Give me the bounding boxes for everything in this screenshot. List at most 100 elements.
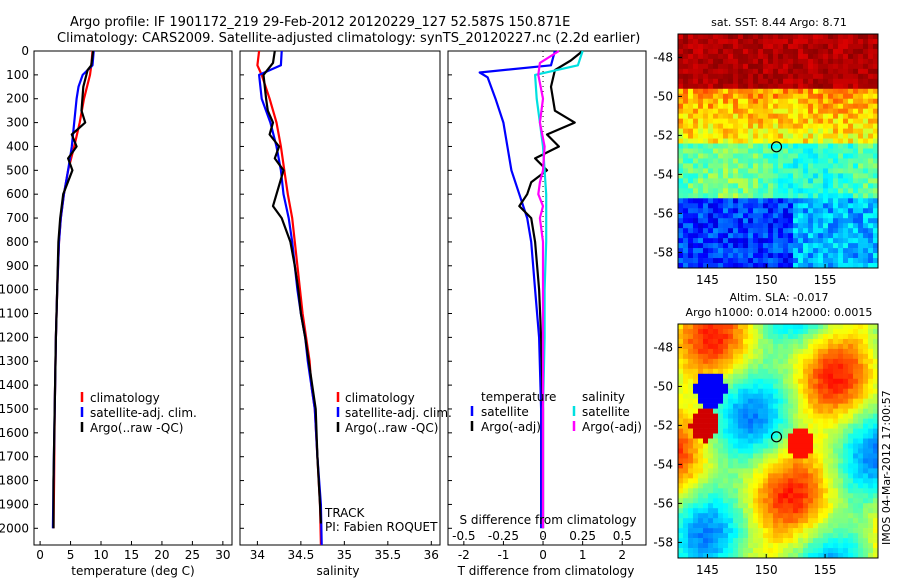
map-cell <box>853 163 859 169</box>
map-cell <box>703 403 709 409</box>
map-cell <box>738 243 744 249</box>
map-cell <box>853 223 859 229</box>
map-cell <box>723 398 729 404</box>
map-cell <box>873 263 879 269</box>
map-cell <box>833 133 839 139</box>
map-cell <box>828 388 834 394</box>
map-cell <box>693 383 699 390</box>
map-cell <box>688 78 694 85</box>
map-cell <box>848 148 854 154</box>
map-cell <box>858 223 864 229</box>
map-cell <box>778 183 784 189</box>
map-cell <box>693 203 699 209</box>
map-cell <box>828 508 834 514</box>
map-cell <box>713 324 719 330</box>
map-cell <box>683 543 689 549</box>
map-cell <box>703 228 709 234</box>
map-cell <box>708 503 714 509</box>
map-cell <box>783 393 789 399</box>
map-cell <box>798 233 804 239</box>
map-cell <box>863 413 869 419</box>
map-cell <box>783 493 789 499</box>
map-cell <box>783 193 789 199</box>
map-cell <box>758 368 764 375</box>
map-cell <box>823 93 829 100</box>
map-cell <box>778 363 784 370</box>
map-cell <box>763 503 769 509</box>
map-cell <box>788 338 794 345</box>
map-cell <box>743 403 749 409</box>
depth-tick-label: 1200 <box>0 330 29 344</box>
map-cell <box>833 128 839 134</box>
map-cell <box>693 38 699 45</box>
map-cell <box>763 48 769 55</box>
map-cell <box>738 493 744 499</box>
map-cell <box>683 418 689 424</box>
map-cell <box>798 338 804 345</box>
depth-tick-label: 1800 <box>0 474 29 488</box>
map-cell <box>828 128 834 134</box>
map-cell <box>728 468 734 474</box>
map-cell <box>863 448 869 454</box>
map-cell <box>733 133 739 139</box>
map-cell <box>683 68 689 75</box>
map-cell <box>743 324 749 330</box>
map-cell <box>758 518 764 524</box>
map-cell <box>853 183 859 189</box>
map-cell <box>838 233 844 239</box>
map-cell <box>868 333 874 340</box>
map-cell <box>778 348 784 355</box>
map-cell <box>808 168 814 174</box>
map-cell <box>783 378 789 385</box>
map-cell <box>773 533 779 539</box>
map-cell <box>773 418 779 424</box>
map-cell <box>833 138 839 144</box>
map-cell <box>708 138 714 144</box>
map-cell <box>813 408 819 414</box>
map-cell <box>848 353 854 360</box>
map-cell <box>828 368 834 375</box>
map-cell <box>728 243 734 249</box>
map-cell <box>718 163 724 169</box>
map-cell <box>773 58 779 65</box>
map-cell <box>748 34 754 40</box>
map-cell <box>728 483 734 489</box>
map-cell <box>728 433 734 439</box>
map-cell <box>683 448 689 454</box>
map-cell <box>773 34 779 40</box>
map-cell <box>773 123 779 129</box>
map-cell <box>743 543 749 549</box>
map-cell <box>688 123 694 129</box>
map-cell <box>833 48 839 55</box>
map-cell <box>743 178 749 184</box>
map-cell <box>833 198 839 204</box>
map-cell <box>698 418 704 424</box>
map-cell <box>718 173 724 179</box>
map-cell <box>713 423 719 429</box>
map-cell <box>728 418 734 424</box>
map-cell <box>698 373 704 380</box>
map-cell <box>733 343 739 350</box>
map-cell <box>693 388 699 394</box>
map-cell <box>763 353 769 360</box>
map-cell <box>738 373 744 380</box>
map-cell <box>733 388 739 394</box>
map-cell <box>758 408 764 414</box>
map-cell <box>743 223 749 229</box>
map-cell <box>843 248 849 254</box>
map-cell <box>813 253 819 259</box>
map-cell <box>858 253 864 259</box>
map-cell <box>823 223 829 229</box>
map-cell <box>758 98 764 104</box>
map-cell <box>738 403 744 409</box>
map-cell <box>733 118 739 124</box>
map-cell <box>703 543 709 549</box>
map-cell <box>728 133 734 139</box>
map-cell <box>723 533 729 539</box>
map-cell <box>718 324 724 330</box>
map-cell <box>698 43 704 50</box>
map-cell <box>743 43 749 50</box>
map-cell <box>833 358 839 365</box>
map-cell <box>863 368 869 375</box>
map-cell <box>738 213 744 219</box>
